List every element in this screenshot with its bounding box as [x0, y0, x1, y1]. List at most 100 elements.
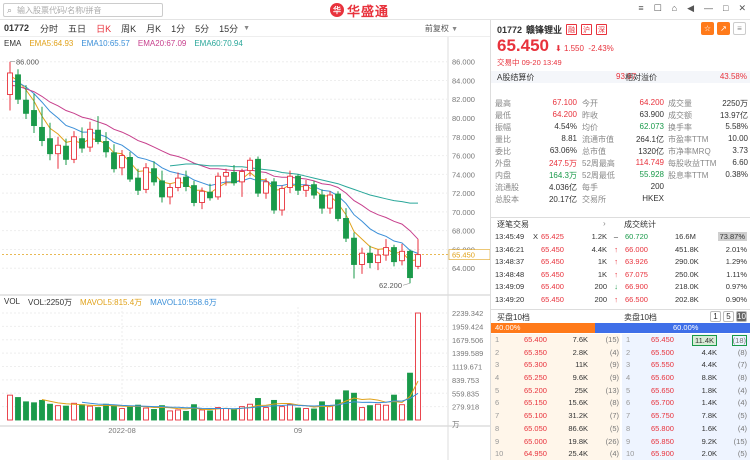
price-line: 65.450 ⬇ 1.550 -2.43% [497, 36, 614, 56]
window-controls: ≡ ☐ ⌂ ◀ — □ ✕ [638, 3, 746, 14]
period-tab-5[interactable]: 1分 [171, 23, 186, 34]
mavol-lines [41, 380, 419, 411]
trade-stat-pct: 0.90% [725, 294, 747, 304]
depth-level-10[interactable]: 10 [736, 311, 747, 322]
period-tab-4[interactable]: 月K [146, 23, 162, 34]
period-tab-3[interactable]: 周K [121, 23, 137, 34]
tick-volume: 200 [594, 282, 607, 291]
search-box[interactable]: ⌕ [3, 3, 163, 17]
buy-level-index: 6 [495, 398, 500, 408]
candle-body [391, 247, 397, 263]
stats-row: 最高 67.100 今开 64.200 成交量 2250万 [491, 98, 750, 110]
mavol-line-mavol10 [81, 392, 419, 410]
volume-bar [343, 390, 349, 421]
stat-label: 总股本 [495, 195, 519, 204]
buy-price: 65.400 [524, 335, 547, 344]
ticks-header: 逐笔交易 › 成交统计 [491, 217, 750, 229]
price-tick-label: 80.000 [452, 114, 475, 123]
sell-volume: 2.0K [701, 449, 717, 459]
buy-volume: 15.6K [568, 398, 588, 408]
ema-legend-item-3: EMA20:67.09 [137, 39, 187, 48]
period-tab-2[interactable]: 日K [96, 23, 112, 34]
restore-icon[interactable]: ☐ [653, 3, 662, 13]
volume-bar [303, 408, 309, 421]
candle-body [255, 158, 261, 194]
menu-icon[interactable]: ≡ [733, 22, 746, 35]
period-tab-0[interactable]: 分时 [40, 23, 59, 34]
quote-panel: 01772 赣锋锂业 融 沪 深 ☆ ↗ ≡ 65.450 ⬇ 1.550 -2.4… [490, 20, 750, 460]
close-icon[interactable]: ✕ [738, 3, 746, 13]
volume-bar [351, 392, 357, 421]
ticks-list[interactable]: 13:45:49 X 65.425 1.2K –13:46:21 65.450 4.4K ↑ 1… [491, 231, 621, 306]
ema-legend-item-0: EMA [4, 39, 22, 48]
stat-label: 市净率MRQ [668, 147, 711, 156]
sell-volume: 4.4K [701, 360, 717, 370]
share-icon[interactable]: ↗ [717, 22, 730, 35]
logo-text: 华盛通 [347, 3, 390, 19]
depth-level-5[interactable]: 5 [723, 311, 734, 322]
tick-price: 65.400 [541, 282, 564, 291]
depth-row: 5 65.200 25K (13) 5 65.650 1.8K (4) [491, 384, 750, 398]
stat-value: 10.00 [727, 134, 748, 143]
buy-price: 65.250 [524, 373, 547, 383]
candle-body [63, 145, 69, 160]
sell-orders: (4) [737, 385, 747, 395]
vol-legend-item-0: VOL [4, 297, 21, 306]
sell-level-index: 10 [626, 449, 635, 459]
favorite-icon[interactable]: ☆ [701, 22, 714, 35]
volume-bar [375, 403, 381, 421]
depth-level-1[interactable]: 1 [710, 311, 721, 322]
neutral-icon: – [613, 232, 618, 241]
sell-level-bg [622, 448, 750, 460]
period-tab-1[interactable]: 五日 [68, 23, 87, 34]
sell-volume: 1.8K [701, 385, 717, 395]
candle-body [119, 155, 125, 169]
tag-margin: 融 [566, 24, 578, 35]
candle-body [271, 181, 277, 211]
stat-value: HKEX [642, 194, 664, 203]
search-input[interactable] [17, 4, 161, 16]
volume-bar [71, 402, 77, 421]
adjust-dropdown[interactable]: 前复权 ▼ [425, 23, 458, 34]
sell-price: 65.500 [651, 347, 674, 357]
buy-price: 64.950 [524, 449, 547, 459]
volume-bar [199, 409, 205, 421]
period-tab-7[interactable]: 15分 [219, 23, 239, 34]
volume-bar [295, 407, 301, 421]
tick-row: 13:49:09 65.400 200 ↓ [491, 281, 621, 294]
ema-legend: EMA EMA5:64.93 EMA10:65.57 EMA20:67.09 EMA60… [4, 39, 243, 48]
candle-body [239, 171, 245, 183]
maximize-icon[interactable]: □ [723, 3, 729, 13]
ema-lines [9, 75, 419, 262]
stat-label: 52周最低 [582, 171, 615, 180]
home-icon[interactable]: ⌂ [671, 3, 678, 13]
buy-level-bg [491, 384, 620, 398]
back-icon[interactable]: ◀ [687, 3, 695, 13]
low-marker [402, 282, 411, 286]
ticks-more-icon[interactable]: › [603, 219, 606, 228]
buy-level-bg [491, 435, 620, 449]
tick-time: 13:45:49 [495, 232, 525, 241]
candle-body [39, 126, 45, 142]
buy-volume: 25.4K [568, 449, 588, 459]
depth-row: 4 65.250 9.6K (9) 4 65.600 8.8K (8) [491, 372, 750, 385]
volume-bar [95, 407, 101, 421]
stat-label: 外盘 [495, 159, 511, 168]
buy-orders: (9) [609, 360, 619, 370]
trade-stat-price: 67.075 [625, 269, 648, 279]
x-tick-label: 2022-08 [108, 426, 136, 435]
kline-chart[interactable]: 86.000 84.000 82.000 80.000 78.000 76.000 74.0… [0, 37, 490, 460]
stat-value: 63.06% [549, 146, 577, 155]
logo-mark: 华 [330, 3, 344, 17]
sell-ratio: 60.00% [673, 323, 699, 332]
minimize-icon[interactable]: — [704, 3, 714, 13]
buy-orders: (7) [609, 411, 619, 421]
trade-stat-row: 63.926 290.0K 1.29% [621, 256, 750, 269]
menu-icon[interactable]: ≡ [638, 3, 644, 13]
candle-body [199, 190, 205, 203]
period-tab-6[interactable]: 5分 [195, 23, 210, 34]
volume-tick-label: 1119.671 [452, 363, 482, 372]
buy-level-bg [491, 346, 620, 360]
stat-value: 64.200 [552, 110, 577, 119]
tick-time: 13:49:09 [495, 282, 525, 291]
